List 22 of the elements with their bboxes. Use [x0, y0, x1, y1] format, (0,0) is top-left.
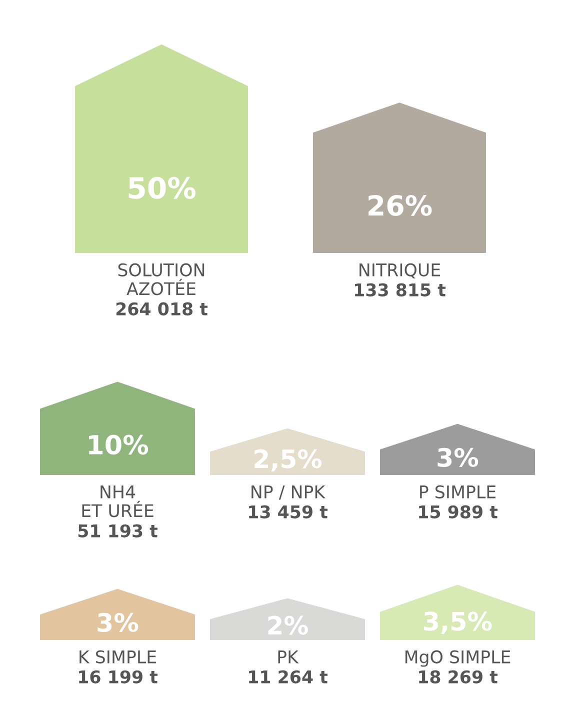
data-label: 50% — [128, 176, 196, 199]
data-label: 3% — [438, 448, 478, 467]
data-label: 16 199 t — [79, 670, 158, 684]
category-label: NP / NPK — [252, 486, 326, 500]
category-label: NH4 ET URÉE — [82, 486, 154, 518]
data-label: 15 989 t — [419, 505, 498, 518]
data-label: 26% — [368, 194, 432, 216]
data-label: 3,5% — [424, 612, 492, 634]
category-label: PK — [278, 650, 299, 664]
category-label: K SIMPLE — [80, 650, 156, 664]
category-label: P SIMPLE — [420, 485, 496, 498]
data-label: 133 815 t — [355, 283, 446, 296]
data-label: 10% — [89, 434, 148, 455]
data-label: 3% — [98, 612, 138, 632]
data-label: 51 193 t — [78, 524, 158, 538]
category-label: MgO SIMPLE — [405, 650, 510, 667]
category-label: NITRIQUE — [360, 263, 440, 278]
data-label: 18 269 t — [419, 670, 498, 684]
data-label: 11 264 t — [249, 670, 328, 684]
data-label: 264 018 t — [116, 302, 208, 316]
category-label: SOLUTION AZOTÉE — [118, 263, 204, 296]
data-label: 13 459 t — [249, 505, 328, 518]
